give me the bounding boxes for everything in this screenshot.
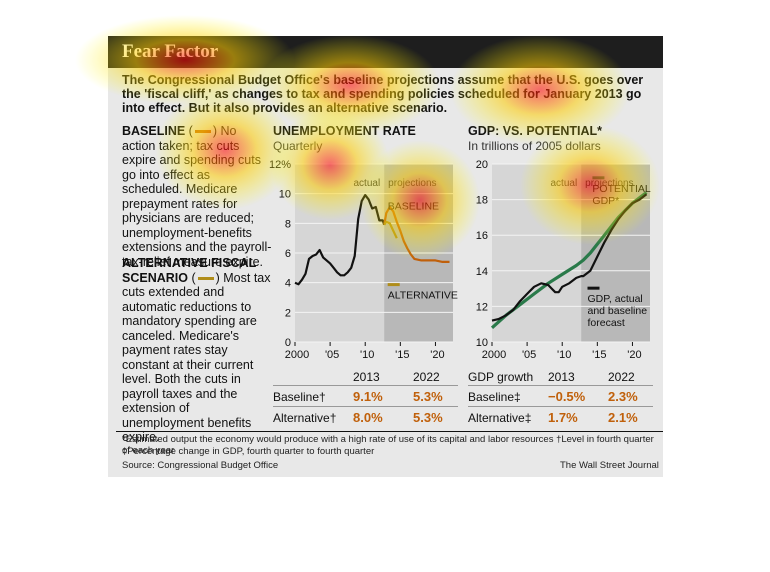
table-value-cell: 2.1%: [608, 410, 638, 425]
y-tick-label: 20: [476, 159, 488, 171]
x-tick-label: '10: [557, 349, 571, 361]
table-rule: [468, 385, 653, 386]
table-header-cell: 2022: [413, 370, 440, 384]
table-row-label: Baseline†: [273, 390, 326, 404]
graphic-title: Fear Factor: [122, 41, 219, 62]
table-rule: [273, 385, 458, 386]
gdp-table: GDP growth 2013 2022 Baseline‡ −0.5% 2.3% Alte…: [468, 366, 653, 430]
y-tick-label: 14: [476, 266, 488, 278]
x-tick-label: '15: [395, 349, 409, 361]
x-tick-label: '20: [627, 349, 641, 361]
projections-label: projections: [388, 178, 436, 189]
table-row-label: Baseline‡: [468, 390, 521, 404]
source-note: Source: Congressional Budget Office: [122, 460, 279, 471]
graphic-panel: Fear Factor The Congressional Budget Off…: [108, 36, 663, 477]
footer-rule: [116, 431, 663, 432]
baseline-text: No action taken; tax cuts expire and spe…: [122, 124, 272, 269]
y-tick-label: 6: [285, 248, 291, 260]
title-bar: Fear Factor: [108, 36, 663, 68]
gdp-actual-label: and baseline: [588, 305, 648, 317]
y-tick-label: 10: [279, 189, 291, 201]
credit-note: The Wall Street Journal: [560, 460, 659, 471]
x-tick-label: '20: [430, 349, 444, 361]
baseline-line-label: BASELINE: [388, 201, 439, 213]
table-value-cell: 5.3%: [413, 389, 443, 404]
table-value-cell: 8.0%: [353, 410, 383, 425]
table-row-label: Alternative‡: [468, 411, 532, 425]
y-tick-label: 2: [285, 307, 291, 319]
y-tick-label: 10: [476, 337, 488, 349]
y-tick-label: 12%: [269, 159, 291, 171]
y-tick-label: 0: [285, 337, 291, 349]
unemployment-title: UNEMPLOYMENT RATE: [273, 124, 416, 138]
potential-gdp-label: POTENTIAL: [592, 183, 651, 195]
table-value-cell: 9.1%: [353, 389, 383, 404]
footnote-1: *Estimated output the economy would prod…: [122, 434, 654, 456]
intro-text: The Congressional Budget Office's baseli…: [122, 73, 644, 115]
baseline-swatch: [194, 130, 211, 134]
unemployment-table: 2013 2022 Baseline† 9.1% 5.3% Alternative† 8.0…: [273, 366, 458, 430]
table-value-cell: −0.5%: [548, 389, 586, 404]
table-rule: [468, 406, 653, 407]
x-tick-label: 2000: [285, 349, 309, 361]
gdp-actual-label: forecast: [588, 317, 625, 329]
table-rule: [273, 406, 458, 407]
unemployment-subtitle: Quarterly: [273, 139, 323, 153]
gdp-subtitle: In trillions of 2005 dollars: [468, 139, 601, 153]
table-header-cell: 2013: [548, 370, 575, 384]
unemployment-chart: 0 2 4 6 8 10 12% 2000 '05 '10 '15 '20 actual projecti…: [269, 159, 458, 361]
x-tick-label: 2000: [482, 349, 506, 361]
baseline-description: BASELINE () No action taken; tax cuts ex…: [122, 124, 272, 269]
alternative-swatch: [197, 276, 214, 280]
y-tick-label: 8: [285, 218, 291, 230]
y-tick-label: 16: [476, 230, 488, 242]
table-value-cell: 1.7%: [548, 410, 578, 425]
alternative-description: ALTERNATIVE FISCAL SCENARIO () Most tax …: [122, 256, 271, 445]
y-tick-label: 12: [476, 301, 488, 313]
footnote-2: ‡Percentage change in GDP, fourth quarte…: [122, 446, 375, 457]
y-tick-label: 18: [476, 195, 488, 207]
potential-gdp-label: GDP*: [592, 195, 619, 207]
y-tick-label: 4: [285, 278, 291, 290]
table-header-cell: GDP growth: [468, 370, 534, 384]
alternative-text: Most tax cuts extended and automatic red…: [122, 270, 271, 445]
table-header-cell: 2013: [353, 370, 380, 384]
gdp-actual-label: GDP, actual: [588, 293, 643, 305]
x-tick-label: '05: [522, 349, 536, 361]
alternative-heading: ALTERNATIVE FISCAL SCENARIO: [122, 256, 257, 285]
table-value-cell: 5.3%: [413, 410, 443, 425]
x-tick-label: '05: [325, 349, 339, 361]
x-tick-label: '10: [360, 349, 374, 361]
actual-label: actual: [353, 178, 380, 189]
table-value-cell: 2.3%: [608, 389, 638, 404]
gdp-title: GDP: VS. POTENTIAL*: [468, 124, 603, 138]
table-header-cell: 2022: [608, 370, 635, 384]
actual-label: actual: [550, 178, 577, 189]
table-row-label: Alternative†: [273, 411, 337, 425]
baseline-heading: BASELINE: [122, 124, 186, 138]
alternative-line-label: ALTERNATIVE: [388, 290, 458, 302]
x-tick-label: '15: [592, 349, 606, 361]
